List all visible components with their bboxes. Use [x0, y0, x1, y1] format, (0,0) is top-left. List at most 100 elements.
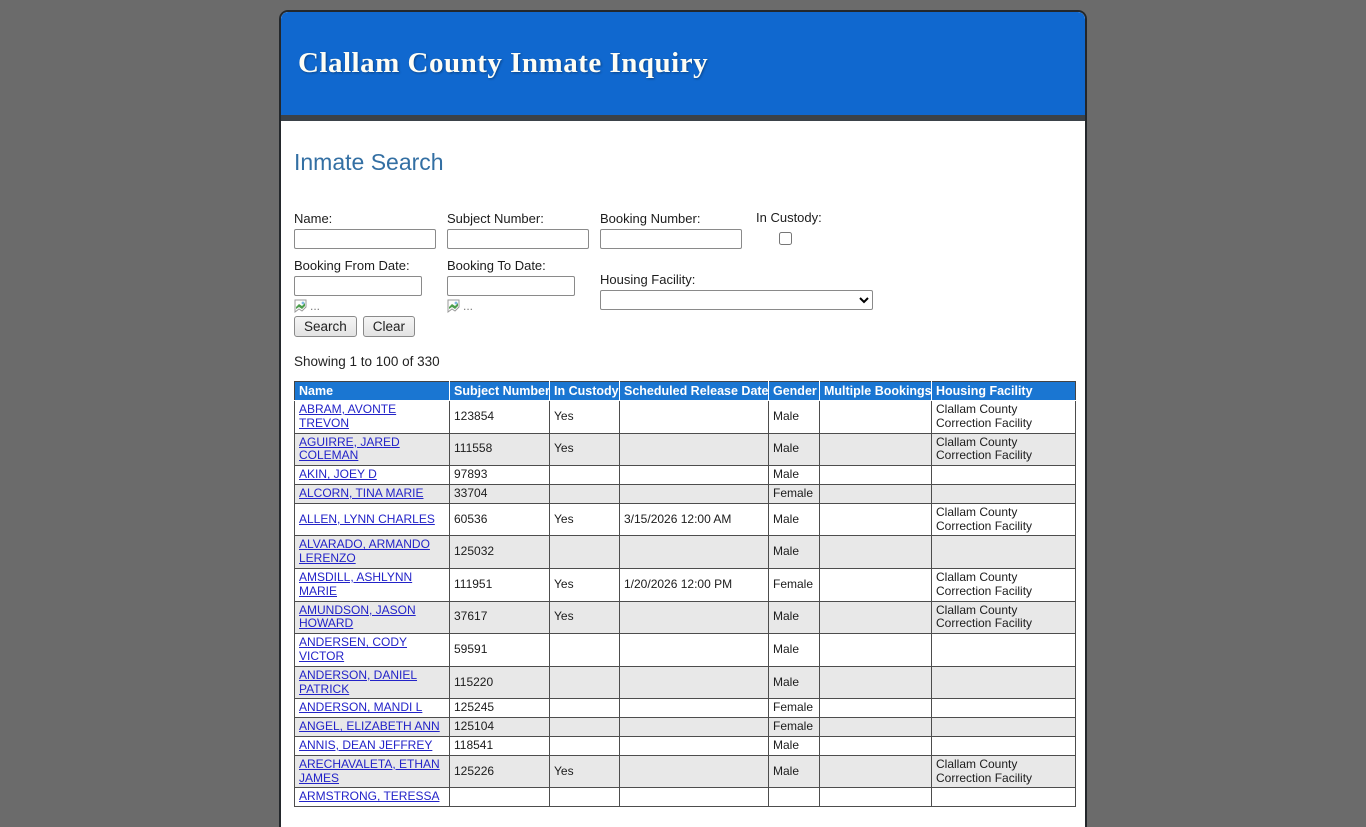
housing-facility-select[interactable] [600, 290, 873, 310]
multiple-bookings-cell [819, 483, 932, 504]
multiple-bookings-cell [819, 717, 932, 737]
multiple-bookings-cell [819, 535, 932, 569]
subject-number-cell: 118541 [449, 735, 550, 756]
inmate-name-link[interactable]: ANDERSON, DANIEL PATRICK [299, 667, 418, 696]
in-custody-checkbox[interactable] [779, 232, 792, 245]
multiple-bookings-cell [819, 400, 932, 434]
housing-facility-cell: Clallam County Correction Facility [931, 400, 1076, 434]
inmate-name-link[interactable]: ARECHAVALETA, ETHAN JAMES [299, 756, 440, 785]
booking-to-datepicker-broken-image-icon[interactable]: ... [447, 299, 473, 315]
inmate-search-form: Name: Subject Number: Booking Number: In… [294, 210, 1072, 346]
gender-cell: Female [768, 717, 820, 737]
broken-image-icon [294, 299, 307, 313]
subject-number-cell: 115220 [449, 665, 550, 700]
inmate-name-cell: AGUIRRE, JARED COLEMAN [294, 432, 450, 467]
subject-number-cell [449, 787, 550, 808]
inmate-name-link[interactable]: ABRAM, AVONTE TREVON [299, 402, 397, 430]
table-row: ABRAM, AVONTE TREVON 123854 Yes Male Cla… [294, 400, 1076, 434]
in-custody-cell [549, 698, 620, 719]
inmate-name-link[interactable]: ANDERSON, MANDI L [299, 700, 423, 715]
gender-cell: Male [768, 633, 820, 667]
table-row: ANGEL, ELIZABETH ANN 125104 Female [294, 717, 1076, 737]
subject-number-cell: 125226 [449, 754, 550, 789]
multiple-bookings-cell [819, 787, 932, 808]
in-custody-cell: Yes [549, 754, 620, 789]
inmate-name-link[interactable]: ANGEL, ELIZABETH ANN [299, 719, 440, 734]
in-custody-cell [549, 483, 620, 504]
gender-cell: Male [768, 432, 820, 467]
broken-image-alt-text: ... [463, 299, 474, 313]
in-custody-cell [549, 535, 620, 569]
inmate-name-link[interactable]: ALVARADO, ARMANDO LERENZO [299, 537, 430, 566]
column-header: Multiple Bookings [819, 381, 932, 401]
subject-number-cell: 123854 [449, 400, 550, 434]
table-row: ALLEN, LYNN CHARLES 60536 Yes 3/15/2026 … [294, 502, 1076, 537]
booking-from-field-group: Booking From Date: [294, 258, 422, 296]
housing-facility-cell [931, 698, 1076, 719]
inmate-name-cell: ABRAM, AVONTE TREVON [294, 400, 450, 434]
housing-facility-cell [931, 717, 1076, 737]
booking-to-label: Booking To Date: [447, 258, 546, 273]
scheduled-release-cell [619, 465, 769, 485]
gender-cell: Male [768, 754, 820, 789]
inmate-name-link[interactable]: AMSDILL, ASHLYNN MARIE [299, 569, 413, 598]
gender-cell: Male [768, 502, 820, 537]
inmate-name-cell: ANDERSON, MANDI L [294, 698, 450, 719]
gender-cell: Male [768, 535, 820, 569]
page-container: Clallam County Inmate Inquiry Inmate Sea… [279, 10, 1087, 827]
booking-number-input[interactable] [600, 229, 742, 249]
subject-number-cell: 125245 [449, 698, 550, 719]
inmate-name-link[interactable]: ANDERSEN, CODY VICTOR [299, 635, 408, 663]
booking-from-input[interactable] [294, 276, 422, 296]
name-input[interactable] [294, 229, 436, 249]
in-custody-field-group: In Custody: [756, 210, 822, 248]
inmate-name-link[interactable]: AGUIRRE, JARED COLEMAN [299, 434, 400, 463]
inmate-name-cell: ARECHAVALETA, ETHAN JAMES [294, 754, 450, 789]
inmate-name-link[interactable]: AKIN, JOEY D [299, 467, 377, 482]
table-row: AMUNDSON, JASON HOWARD 37617 Yes Male Cl… [294, 600, 1076, 635]
inmate-name-link[interactable]: ANNIS, DEAN JEFFREY [299, 737, 433, 752]
inmate-name-link[interactable]: ALLEN, LYNN CHARLES [299, 511, 435, 526]
gender-cell [768, 787, 820, 808]
housing-facility-cell: Clallam County Correction Facility [931, 432, 1076, 467]
scheduled-release-cell [619, 717, 769, 737]
in-custody-cell: Yes [549, 432, 620, 467]
housing-facility-field-group: Housing Facility: [600, 272, 873, 310]
multiple-bookings-cell [819, 665, 932, 700]
housing-facility-cell [931, 483, 1076, 504]
booking-number-field-group: Booking Number: [600, 211, 742, 249]
gender-cell: Male [768, 665, 820, 700]
in-custody-cell: Yes [549, 567, 620, 602]
booking-to-input[interactable] [447, 276, 575, 296]
subject-number-input[interactable] [447, 229, 589, 249]
booking-from-datepicker-broken-image-icon[interactable]: ... [294, 299, 320, 315]
column-header: In Custody [549, 381, 620, 401]
subject-number-cell: 59591 [449, 633, 550, 667]
multiple-bookings-cell [819, 465, 932, 485]
table-row: ALVARADO, ARMANDO LERENZO 125032 Male [294, 535, 1076, 569]
multiple-bookings-cell [819, 754, 932, 789]
housing-facility-label: Housing Facility: [600, 272, 696, 287]
broken-image-icon [447, 299, 460, 313]
form-buttons: Search Clear [294, 316, 416, 337]
search-button[interactable]: Search [294, 316, 357, 337]
table-row: AKIN, JOEY D 97893 Male [294, 465, 1076, 485]
column-header: Subject Number [449, 381, 550, 401]
multiple-bookings-cell [819, 735, 932, 756]
booking-from-label: Booking From Date: [294, 258, 410, 273]
multiple-bookings-cell [819, 600, 932, 635]
site-title: Clallam County Inmate Inquiry [298, 47, 709, 79]
housing-facility-cell: Clallam County Correction Facility [931, 754, 1076, 789]
clear-button[interactable]: Clear [362, 316, 416, 337]
inmate-name-cell: ANDERSEN, CODY VICTOR [294, 633, 450, 667]
housing-facility-cell: Clallam County Correction Facility [931, 600, 1076, 635]
inmate-name-link[interactable]: ARMSTRONG, TERESSA [299, 789, 440, 804]
inmate-name-cell: ARMSTRONG, TERESSA [294, 787, 450, 808]
scheduled-release-cell [619, 735, 769, 756]
gender-cell: Male [768, 400, 820, 434]
in-custody-cell [549, 465, 620, 485]
inmate-name-link[interactable]: AMUNDSON, JASON HOWARD [299, 602, 416, 631]
scheduled-release-cell [619, 400, 769, 434]
inmate-results-table: Name Subject Number In Custody Scheduled Re… [294, 381, 1076, 808]
inmate-name-link[interactable]: ALCORN, TINA MARIE [299, 485, 424, 500]
